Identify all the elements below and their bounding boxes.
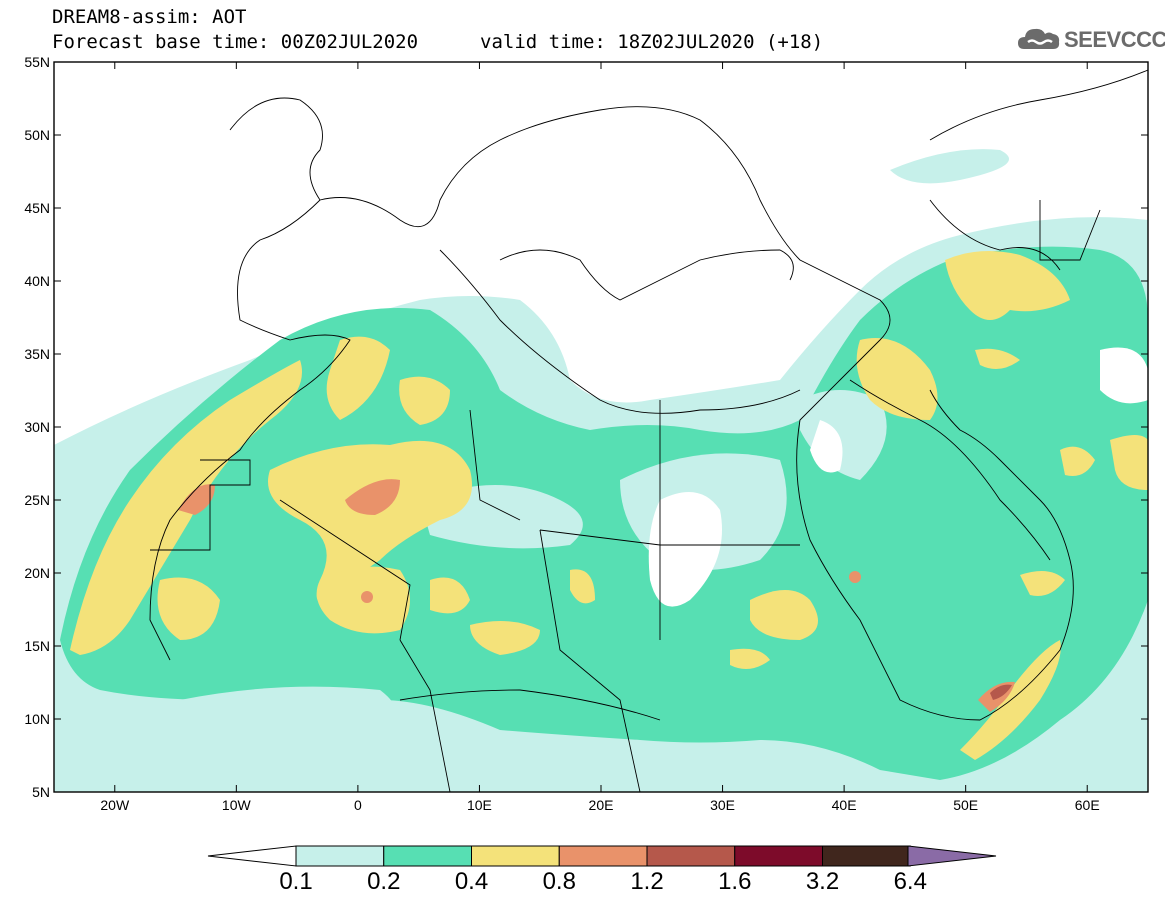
aot-level-0.8 <box>178 479 1015 712</box>
colorbar-box <box>822 845 911 867</box>
lat-label: 30N <box>24 419 50 435</box>
cloud-icon <box>1018 28 1060 49</box>
lon-label: 20W <box>100 797 130 813</box>
colorbar-level-label: 0.8 <box>542 868 576 895</box>
colorbar-level-label: 1.2 <box>630 868 664 895</box>
lon-label: 30E <box>710 797 735 813</box>
lon-label: 40E <box>832 797 857 813</box>
lat-label: 20N <box>24 565 50 581</box>
lat-label: 40N <box>24 273 50 289</box>
colorbar-over-arrow <box>907 845 997 867</box>
aot-contours <box>54 62 1148 792</box>
colorbar-level-label: 3.2 <box>805 868 840 895</box>
colorbar-box <box>295 845 385 867</box>
chart-title: DREAM8-assim: AOT <box>52 6 247 28</box>
lat-label: 45N <box>24 200 50 216</box>
colorbar-box <box>383 845 472 867</box>
axis-ticks: 55N 50N 45N 40N 35N 30N 25N 20N 15N 10N 5N 20W 10W 0 1… <box>24 54 1148 813</box>
lon-label: 0 <box>354 797 362 813</box>
lat-label: 35N <box>24 346 50 362</box>
lat-label: 50N <box>24 127 50 143</box>
colorbar-level-label: 0.4 <box>454 868 489 895</box>
colorbar-level-label: 0.2 <box>367 868 401 895</box>
aot-below-0.1 <box>648 347 1148 607</box>
colorbar-box <box>558 845 648 867</box>
lat-label: 25N <box>24 492 50 508</box>
lon-label: 60E <box>1075 797 1100 813</box>
lat-label: 15N <box>24 638 50 654</box>
lon-label: 10E <box>467 797 492 813</box>
lon-label: 10W <box>222 797 252 813</box>
country-borders <box>149 69 1148 792</box>
seevccc-logo: SEEVCCC <box>1016 23 1165 57</box>
valid-time: valid time: 18Z02JUL2020 (+18) <box>480 31 824 53</box>
logo-text: SEEVCCC <box>1064 27 1165 52</box>
aot-level-1.2 <box>990 684 1012 700</box>
colorbar-level-label: 6.4 <box>893 868 927 895</box>
lon-label: 20E <box>589 797 614 813</box>
colorbar-box <box>646 845 736 867</box>
lat-label: 10N <box>24 711 50 727</box>
lat-label: 5N <box>32 784 50 800</box>
lon-label: 50E <box>953 797 978 813</box>
forecast-base-time: Forecast base time: 00Z02JUL2020 <box>52 31 419 53</box>
colorbar-level-label: 1.6 <box>718 868 752 895</box>
colorbar-box <box>734 845 823 867</box>
colorbar <box>207 845 997 867</box>
colorbar-level-label: 0.1 <box>279 868 313 895</box>
colorbar-box <box>471 845 560 867</box>
colorbar-under-arrow <box>207 845 297 867</box>
lat-label: 55N <box>24 54 50 70</box>
